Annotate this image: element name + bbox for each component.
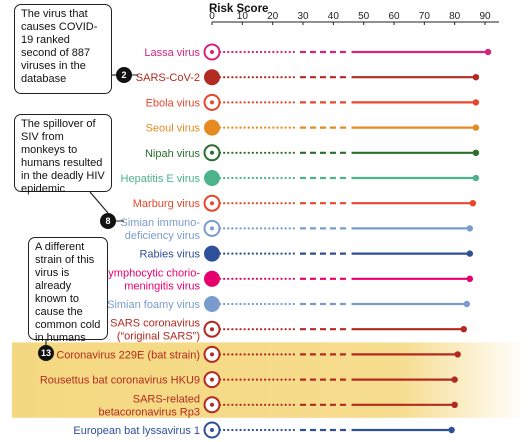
row-end-dot — [463, 300, 470, 308]
row-end-dot — [472, 149, 480, 156]
row-marker — [204, 170, 220, 186]
row-label-line: (“original SARS”) — [117, 331, 200, 343]
x-tick-label: 0 — [209, 11, 215, 22]
row-label: Marburg virus — [133, 198, 201, 210]
row-label-line: meningitis virus — [124, 280, 200, 292]
row-label: SARS-related betacoronavirus Rp3 — [98, 393, 200, 418]
row-label: Hepatitis E virus — [121, 173, 201, 185]
row-marker-dot — [210, 150, 214, 155]
callout-2-badge: 2 — [116, 67, 132, 83]
x-tick-label: 60 — [388, 11, 400, 22]
row-label-line: Hepatitis E virus — [121, 173, 201, 185]
row-marker-dot — [210, 377, 214, 382]
x-tick-label: 20 — [267, 11, 279, 22]
row-label-line: Ebola virus — [146, 97, 201, 109]
x-tick-label: 10 — [237, 11, 249, 22]
row-end-dot — [460, 326, 467, 333]
row-label-line: SARS-related — [133, 393, 200, 405]
row-label: Ebola virus — [146, 97, 201, 109]
axis-title: Risk Score — [209, 3, 268, 15]
row-label-line: Seoul virus — [146, 123, 201, 135]
row-marker-dot — [210, 226, 214, 231]
row-marker — [204, 245, 220, 262]
row-label: Simian immuno-deficiency virus — [121, 217, 201, 242]
callout-pointer — [89, 191, 109, 214]
row-label: Coronavirus 229E (bat strain) — [56, 349, 200, 361]
row-label: Nipah virus — [145, 148, 201, 160]
row-end-dot — [472, 174, 480, 182]
row-label: European bat lyssavirus 1 — [73, 425, 200, 437]
row-label-line: Nipah virus — [145, 148, 201, 160]
row-label-line: Lymphocytic chorio- — [103, 267, 201, 279]
row-end-dot — [448, 426, 455, 434]
row-label-line: Marburg virus — [133, 198, 201, 210]
row-marker-dot — [210, 428, 214, 432]
x-tick-label: 50 — [358, 11, 370, 22]
row-label-line: betacoronavirus Rp3 — [98, 406, 200, 418]
row-end-dot — [466, 275, 474, 282]
row-marker-dot — [210, 50, 214, 54]
row-end-dot — [451, 376, 458, 383]
row-end-dot — [454, 351, 461, 358]
row-marker-dot — [210, 327, 214, 332]
row-label-line: deficiency virus — [125, 230, 201, 242]
callout-8-badge: 8 — [100, 213, 116, 229]
x-tick-label: 80 — [449, 11, 461, 22]
row-label-line: SARS coronavirus — [110, 318, 200, 330]
row-label-line: Rabies virus — [139, 249, 200, 261]
row-label-line: European bat lyssavirus 1 — [73, 425, 200, 437]
callout-2-text: The virus that causes COVID-19 ranked se… — [14, 4, 112, 94]
row-marker — [204, 69, 220, 86]
row-marker-dot — [210, 402, 214, 407]
callout-8-text: The spillover of SIV from monkeys to hum… — [14, 114, 112, 195]
row-marker-dot — [210, 100, 214, 105]
row-label-line: Coronavirus 229E (bat strain) — [56, 349, 200, 361]
row-label: Rousettus bat coronavirus HKU9 — [40, 375, 200, 387]
row-label-line: Simian immuno- — [121, 217, 201, 229]
row-label-line: Simian foamy virus — [107, 299, 200, 311]
row-label: Rabies virus — [139, 249, 200, 261]
row-label-line: Rousettus bat coronavirus HKU9 — [40, 375, 200, 387]
row-marker — [204, 270, 220, 287]
row-end-dot — [472, 74, 480, 81]
row-label: SARS coronavirus (“original SARS”) — [110, 318, 200, 343]
row-end-dot — [466, 225, 474, 232]
row-label-line: SARS-CoV-2 — [136, 72, 200, 84]
row-label-line: Lassa virus — [144, 47, 200, 59]
row-end-dot — [472, 99, 480, 106]
row-label: SARS-CoV-2 — [136, 72, 200, 84]
row-label: Seoul virus — [146, 123, 201, 135]
x-tick-label: 90 — [479, 11, 491, 22]
row-marker-dot — [210, 352, 214, 357]
row-end-dot — [469, 200, 477, 207]
row-end-dot — [472, 124, 480, 131]
row-marker — [204, 119, 220, 136]
row-end-dot — [451, 401, 458, 408]
row-marker-dot — [210, 201, 214, 206]
callout-13-text: A different strain of this virus is alre… — [28, 237, 108, 344]
x-tick-label: 30 — [297, 11, 309, 22]
x-tick-label: 70 — [419, 11, 431, 22]
row-marker — [204, 296, 220, 312]
row-label: Simian foamy virus — [107, 299, 200, 311]
row-label: Lymphocytic chorio-meningitis virus — [103, 267, 201, 292]
callout-13-badge: 13 — [38, 345, 54, 361]
row-end-dot — [484, 48, 492, 56]
row-label: Lassa virus — [144, 47, 200, 59]
x-tick-label: 40 — [328, 11, 340, 22]
row-end-dot — [466, 250, 474, 257]
